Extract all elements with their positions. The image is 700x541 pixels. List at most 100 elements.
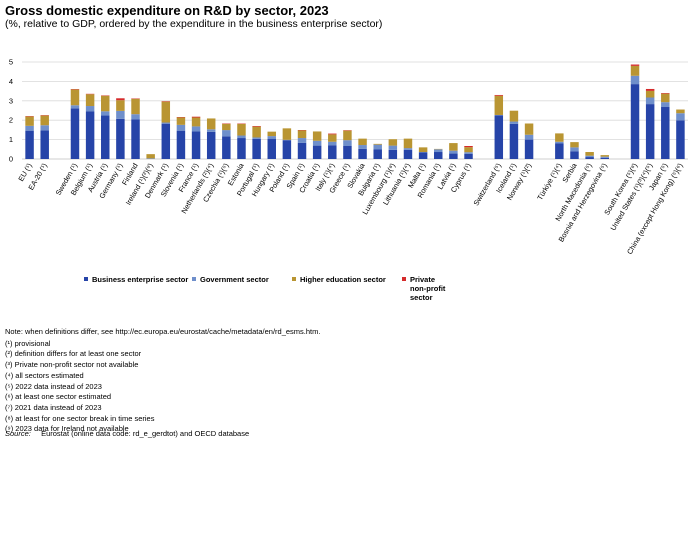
- note-definitions: Note: when definitions differ, see http:…: [5, 327, 321, 336]
- y-tick-label: 3: [9, 96, 13, 105]
- bar-segment-government-sector: [661, 102, 670, 108]
- bar-segment-government-sector: [85, 106, 95, 112]
- bar-segment-business-enterprise-sector: [434, 152, 443, 159]
- legend-item-government: Government sector: [192, 275, 269, 284]
- y-tick-label: 0: [9, 155, 13, 164]
- bar-segment-higher-education-sector: [146, 154, 155, 159]
- bar-segment-government-sector: [206, 129, 216, 132]
- legend-label-private-line1: Private: [410, 275, 436, 284]
- bar-segment-business-enterprise-sector: [252, 138, 261, 159]
- bar-segment-government-sector: [161, 122, 171, 124]
- bar-segment-business-enterprise-sector: [161, 123, 171, 159]
- bar-segment-business-enterprise-sector: [328, 145, 337, 159]
- footnote-8: (⁸) at least for one sector break in tim…: [5, 413, 155, 423]
- bar-segment-government-sector: [312, 140, 322, 146]
- bar-segment-government-sector: [676, 113, 685, 121]
- bar-segment-higher-education-sector: [676, 109, 685, 114]
- bar-segment-higher-education-sector: [524, 123, 534, 135]
- bar-segment-business-enterprise-sector: [282, 140, 292, 159]
- bar-segment-higher-education-sector: [630, 65, 640, 76]
- bar-segment-higher-education-sector: [358, 138, 367, 146]
- bar-segment-higher-education-sector: [101, 95, 110, 112]
- bar-segment-business-enterprise-sector: [388, 149, 398, 159]
- footnote-5: (⁵) 2022 data instead of 2023: [5, 381, 102, 391]
- legend-swatch-private: [402, 277, 406, 281]
- bar-segment-business-enterprise-sector: [373, 149, 382, 159]
- bar-segment-government-sector: [600, 156, 609, 158]
- bar-segment-higher-education-sector: [85, 94, 95, 107]
- bar-segment-business-enterprise-sector: [343, 146, 352, 159]
- bar-segment-higher-education-sector: [645, 90, 655, 98]
- footnote-3: (³) Private non-profit sector not availa…: [5, 360, 139, 370]
- bar-segment-business-enterprise-sector: [267, 139, 276, 159]
- bar-segment-government-sector: [524, 134, 534, 140]
- legend-label-higher: Higher education sector: [300, 275, 386, 284]
- bar-segment-government-sector: [555, 141, 564, 144]
- bar-segment-business-enterprise-sector: [630, 84, 640, 159]
- bar-segment-higher-education-sector: [509, 110, 519, 122]
- bar-segment-government-sector: [176, 124, 186, 131]
- bar-segment-higher-education-sector: [131, 98, 140, 115]
- bar-segment-higher-education-sector: [282, 128, 292, 140]
- bar-segment-business-enterprise-sector: [358, 148, 367, 159]
- bar-segment-government-sector: [388, 145, 398, 150]
- bar-segment-business-enterprise-sector: [403, 149, 413, 159]
- bar-segment-business-enterprise-sector: [116, 118, 125, 159]
- bar-segment-business-enterprise-sector: [645, 104, 655, 159]
- bar-segment-higher-education-sector: [191, 117, 201, 127]
- bar-segment-business-enterprise-sector: [101, 115, 110, 159]
- bar-segment-business-enterprise-sector: [464, 153, 473, 159]
- bar-segment-business-enterprise-sector: [191, 131, 201, 159]
- bar-segment-government-sector: [358, 145, 367, 149]
- y-tick-label: 1: [9, 135, 13, 144]
- bar-segment-business-enterprise-sector: [131, 119, 140, 159]
- bar-segment-business-enterprise-sector: [600, 157, 609, 159]
- bar-segment-higher-education-sector: [449, 143, 458, 151]
- legend-label-private: Private non-profit sector: [410, 275, 445, 302]
- bar-segment-business-enterprise-sector: [585, 157, 594, 159]
- y-tick-label: 2: [9, 116, 13, 125]
- bar-segment-private: [116, 98, 125, 101]
- legend-label-private-line3: sector: [410, 293, 433, 302]
- bar-segment-business-enterprise-sector: [509, 123, 519, 159]
- legend-item-private: Private non-profit sector: [402, 275, 445, 302]
- bar-segment-private: [328, 133, 337, 135]
- source-line: Source: Eurostat (online data code: rd_e…: [5, 429, 249, 438]
- x-tick-label: Türkiye (¹)(⁴): [535, 162, 563, 202]
- bar-segment-government-sector: [70, 105, 80, 109]
- bar-segment-government-sector: [191, 126, 201, 132]
- bar-segment-private: [645, 88, 655, 91]
- legend-swatch-business: [84, 277, 88, 281]
- bar-segment-private: [661, 93, 670, 94]
- bar-segment-higher-education-sector: [585, 152, 594, 156]
- footnote-1: (¹) provisional: [5, 338, 51, 348]
- bar-segment-government-sector: [328, 141, 337, 146]
- bar-segment-higher-education-sector: [267, 131, 276, 137]
- bar-segment-private: [191, 116, 201, 118]
- bar-segment-higher-education-sector: [343, 130, 352, 141]
- bar-segment-government-sector: [40, 125, 49, 131]
- bar-segment-government-sector: [464, 152, 473, 154]
- bar-segment-higher-education-sector: [70, 89, 80, 106]
- legend-item-higher: Higher education sector: [292, 275, 386, 284]
- bar-segment-government-sector: [630, 75, 640, 85]
- bar-segment-government-sector: [509, 121, 519, 124]
- bar-segment-government-sector: [267, 136, 276, 140]
- source-text: Eurostat (online data code: rd_e_gerdtot…: [41, 429, 250, 438]
- bar-segment-business-enterprise-sector: [176, 130, 186, 159]
- bar-segment-business-enterprise-sector: [206, 131, 216, 159]
- bar-segment-government-sector: [434, 149, 443, 153]
- footnote-6: (⁶) at least one sector estimated: [5, 392, 112, 402]
- bar-segment-higher-education-sector: [312, 131, 322, 141]
- bar-segment-business-enterprise-sector: [449, 153, 458, 159]
- bar-segment-government-sector: [146, 158, 155, 159]
- bar-segment-higher-education-sector: [161, 101, 171, 123]
- legend-label-private-line2: non-profit: [410, 284, 446, 293]
- legend-item-business: Business enterprise sector: [84, 275, 188, 284]
- bar-segment-higher-education-sector: [418, 147, 428, 153]
- bar-segment-higher-education-sector: [600, 155, 609, 157]
- chart-title: Gross domestic expenditure on R&D by sec…: [5, 3, 329, 18]
- bar-segment-higher-education-sector: [25, 116, 34, 126]
- bar-segment-business-enterprise-sector: [70, 108, 80, 159]
